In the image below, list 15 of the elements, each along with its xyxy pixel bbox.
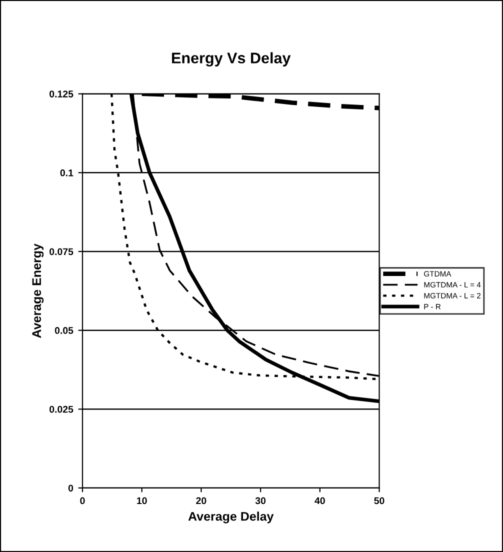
y-axis-title: Average Energy [32,244,44,338]
y-tick-label: 0.075 [50,248,74,256]
x-tick-label: 0 [80,497,85,504]
y-tick-label: 0.125 [50,90,74,98]
x-tick-label: 20 [196,497,206,504]
x-tick-label: 10 [137,497,147,504]
y-tick-label: 0 [68,484,74,492]
y-tick-label: 0.1 [60,169,74,176]
x-tick-label: 50 [374,497,384,504]
x-tick-label: 40 [314,497,325,504]
x-tick-label: 30 [255,497,266,504]
x-axis-title: Average Delay [188,512,274,524]
chart-title: Energy Vs Delay [172,52,291,67]
y-tick-label: 0.025 [50,406,74,413]
y-tick-label: 0.05 [54,327,74,334]
